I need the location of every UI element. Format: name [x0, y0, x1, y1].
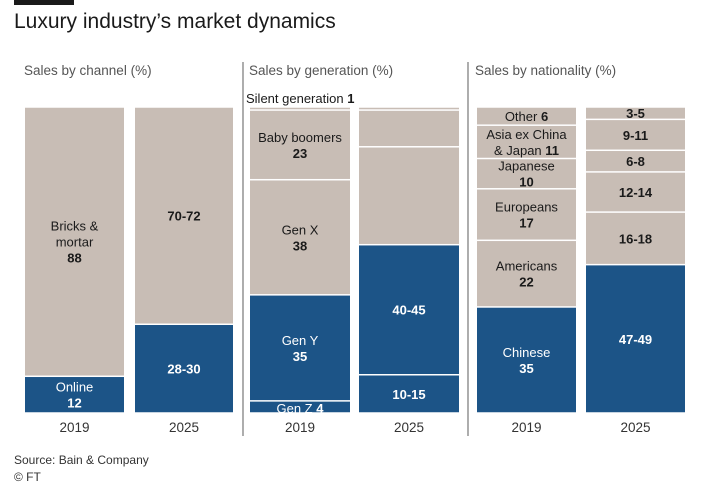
sales-by-generation-bar-2025-gen-y-label: 40-45 [392, 303, 425, 318]
sales-by-nationality-year-label: 2025 [620, 420, 650, 435]
ft-top-bar [14, 0, 74, 5]
sales-by-nationality-bar-2025-chinese [586, 265, 685, 413]
sales-by-nationality-bar-2019-other [477, 107, 576, 125]
sales-by-nationality-bar-2025-europeans [586, 172, 685, 212]
sales-by-nationality-bar-2019-chinese [477, 307, 576, 413]
sales-by-nationality-bar-2019-americans [477, 241, 576, 307]
sales-by-generation-bar-2025-baby-boomers [359, 110, 459, 147]
sales-by-generation-bar-2019-gen-z-label: Gen Z 4 [277, 401, 325, 416]
sales-by-nationality-bar-2025-asia-ex-china-japan [586, 120, 685, 150]
sales-by-nationality-bar-2025-other [586, 107, 685, 119]
sales-by-channel-bar-2019-bricks-mortar [25, 107, 124, 376]
sales-by-nationality-bar-2025-americans-label: 16-18 [619, 231, 652, 246]
sales-by-channel-bar-2019-online-label: Online 12 [56, 380, 94, 411]
sales-by-generation-bar-2025-gen-z [359, 375, 459, 413]
sales-by-channel-year-label: 2019 [59, 420, 89, 435]
source-note: Source: Bain & Company [14, 453, 149, 467]
sales-by-channel-bar-2019-bricks-mortar-label: Bricks & mortar 88 [51, 219, 99, 266]
sales-by-generation-bar-2019-baby-boomers-label: Baby boomers 23 [258, 130, 342, 161]
sales-by-nationality-bar-2025-other-label: 3-5 [626, 106, 645, 121]
sales-by-nationality-year-label: 2019 [511, 420, 541, 435]
sales-by-channel-bar-2025-online [135, 325, 233, 413]
sales-by-generation-bar-2019-baby-boomers [250, 110, 350, 179]
sales-by-nationality-bar-2019-japanese [477, 159, 576, 189]
sales-by-generation-year-label: 2019 [285, 420, 315, 435]
sales-by-generation-bar-2025-gen-x [359, 147, 459, 244]
sales-by-channel-bar-2025-online-label: 28-30 [167, 362, 200, 377]
sales-by-nationality-panel-title: Sales by nationality (%) [475, 63, 616, 78]
sales-by-generation-bar-2019-gen-y [250, 295, 350, 401]
sales-by-nationality-bar-2019-asia-ex-china-japan-label: Asia ex China & Japan 11 [486, 127, 567, 158]
sales-by-nationality-bar-2019-other-label: Other 6 [505, 109, 548, 124]
sales-by-generation-bar-2019-silent-generation-label: Silent generation 1 [246, 91, 354, 106]
sales-by-generation-panel-title: Sales by generation (%) [249, 63, 393, 78]
sales-by-generation-bar-2019-gen-z [250, 401, 350, 413]
sales-by-nationality-bar-2019-chinese-label: Chinese 35 [503, 345, 551, 376]
sales-by-nationality-bar-2025-europeans-label: 12-14 [619, 185, 653, 200]
sales-by-nationality-bar-2025-americans [586, 212, 685, 264]
sales-by-channel-bar-2025-bricks-mortar-label: 70-72 [167, 209, 200, 224]
sales-by-nationality-bar-2019-europeans-label: Europeans 17 [495, 200, 558, 231]
chart-title: Luxury industry’s market dynamics [14, 10, 336, 33]
sales-by-nationality-bar-2025-japanese-label: 6-8 [626, 154, 645, 169]
sales-by-nationality-bar-2025-japanese [586, 151, 685, 172]
sales-by-generation-bar-2019-silent-generation [250, 107, 350, 110]
sales-by-channel-bar-2019-online [25, 377, 124, 413]
sales-by-generation-bar-2019-gen-x-label: Gen X 38 [282, 222, 319, 253]
sales-by-generation-bar-2025-silent-generation [359, 107, 459, 110]
sales-by-nationality-bar-2019-americans-label: Americans 22 [496, 259, 558, 290]
sales-by-generation-bar-2025-gen-y [359, 245, 459, 374]
copyright-note: © FT [14, 470, 41, 484]
sales-by-generation-bar-2019-gen-y-label: Gen Y 35 [282, 333, 319, 364]
sales-by-nationality-bar-2019-asia-ex-china-japan [477, 125, 576, 158]
sales-by-channel-panel-title: Sales by channel (%) [24, 63, 152, 78]
sales-by-generation-bar-2019-gen-x [250, 180, 350, 295]
sales-by-nationality-bar-2025-asia-ex-china-japan-label: 9-11 [623, 128, 648, 143]
sales-by-generation-year-label: 2025 [394, 420, 424, 435]
sales-by-nationality-bar-2025-chinese-label: 47-49 [619, 332, 652, 347]
sales-by-nationality-bar-2019-japanese-label: Japanese 10 [498, 159, 554, 190]
sales-by-channel-year-label: 2025 [169, 420, 199, 435]
sales-by-generation-bar-2025-gen-z-label: 10-15 [392, 387, 425, 402]
sales-by-channel-bar-2025-bricks-mortar [135, 107, 233, 324]
sales-by-nationality-bar-2019-europeans [477, 189, 576, 240]
